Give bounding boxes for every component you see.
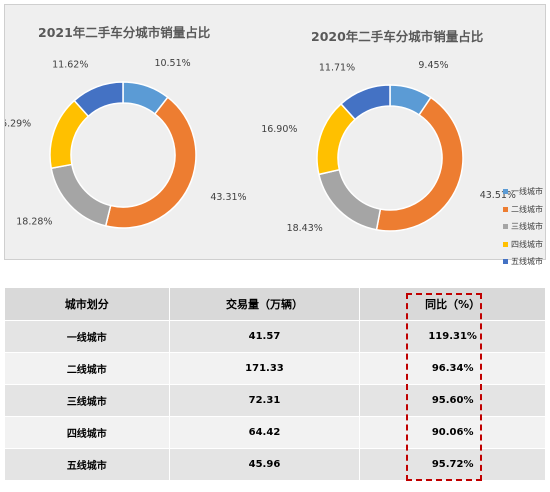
- legend-label: 一线城市: [511, 187, 543, 197]
- cell-volume: 171.33: [168, 352, 361, 385]
- cell-volume: 45.96: [168, 448, 361, 481]
- legend-label: 三线城市: [511, 222, 543, 232]
- chart-title-2020: 2020年二手车分城市销量占比: [311, 29, 484, 44]
- table-row: 三线城市 72.31 95.60%: [4, 384, 546, 417]
- legend-item: 四线城市: [503, 236, 543, 254]
- donut-charts: 10.51% 43.31% 18.28% 16.29% 11.62% 9.45% 43.51…: [5, 58, 516, 234]
- slice-label: 9.45%: [418, 60, 448, 71]
- donut-slice: [104, 96, 197, 229]
- donut-slice: [339, 84, 391, 121]
- slice-label: 16.29%: [5, 119, 31, 130]
- cell-city: 一线城市: [4, 320, 170, 353]
- cell-yoy: 95.72%: [359, 448, 546, 481]
- cell-city: 五线城市: [4, 448, 170, 481]
- slice-label: 11.71%: [319, 62, 355, 73]
- chart-title-2021: 2021年二手车分城市销量占比: [38, 25, 211, 40]
- legend-swatch: [503, 241, 508, 247]
- legend-item: 五线城市: [503, 253, 543, 271]
- legend-label: 二线城市: [511, 204, 543, 214]
- slice-label: 10.51%: [154, 58, 190, 69]
- cell-city: 四线城市: [4, 416, 170, 449]
- header-volume: 交易量（万辆）: [168, 287, 361, 321]
- cell-volume: 41.57: [168, 320, 361, 353]
- cell-yoy: 96.34%: [359, 352, 546, 385]
- legend-swatch: [503, 259, 508, 265]
- chart-panel: 2021年二手车分城市销量占比 2020年二手车分城市销量占比 10.51% 43…: [4, 4, 546, 266]
- legend-item: 二线城市: [503, 201, 543, 219]
- donut-slice: [316, 102, 357, 176]
- legend-swatch: [503, 189, 508, 195]
- legend-item: 三线城市: [503, 218, 543, 236]
- cell-volume: 64.42: [168, 416, 361, 449]
- donut-slice: [375, 96, 464, 232]
- table-row: 五线城市 45.96 95.72%: [4, 448, 546, 481]
- header-yoy: 同比（%）: [359, 287, 546, 321]
- legend-swatch: [503, 224, 508, 230]
- table-header-row: 城市划分 交易量（万辆） 同比（%）: [4, 287, 546, 321]
- table-row: 四线城市 64.42 90.06%: [4, 416, 546, 449]
- slice-label: 11.62%: [52, 59, 88, 70]
- slice-label: 43.51%: [480, 190, 516, 201]
- table-row: 二线城市 171.33 96.34%: [4, 352, 546, 385]
- cell-yoy: 90.06%: [359, 416, 546, 449]
- legend: 一线城市二线城市三线城市四线城市五线城市: [503, 183, 543, 271]
- cell-yoy: 95.60%: [359, 384, 546, 417]
- donut-slice: [50, 163, 112, 227]
- donut-slice: [73, 81, 124, 118]
- header-city: 城市划分: [4, 287, 170, 321]
- cell-volume: 72.31: [168, 384, 361, 417]
- slice-label: 16.90%: [261, 124, 297, 135]
- cell-city: 二线城市: [4, 352, 170, 385]
- legend-label: 四线城市: [511, 239, 543, 249]
- slice-label: 43.31%: [210, 192, 246, 203]
- table-row: 一线城市 41.57 119.31%: [4, 320, 546, 353]
- legend-item: 一线城市: [503, 183, 543, 201]
- cell-city: 三线城市: [4, 384, 170, 417]
- city-sales-table: 城市划分 交易量（万辆） 同比（%） 一线城市 41.57 119.31% 二线…: [4, 287, 546, 481]
- legend-label: 五线城市: [511, 257, 543, 267]
- donut-slice: [317, 168, 382, 231]
- slice-label: 18.28%: [16, 217, 52, 228]
- slice-label: 18.43%: [287, 223, 323, 234]
- legend-swatch: [503, 206, 508, 212]
- cell-yoy: 119.31%: [359, 320, 546, 353]
